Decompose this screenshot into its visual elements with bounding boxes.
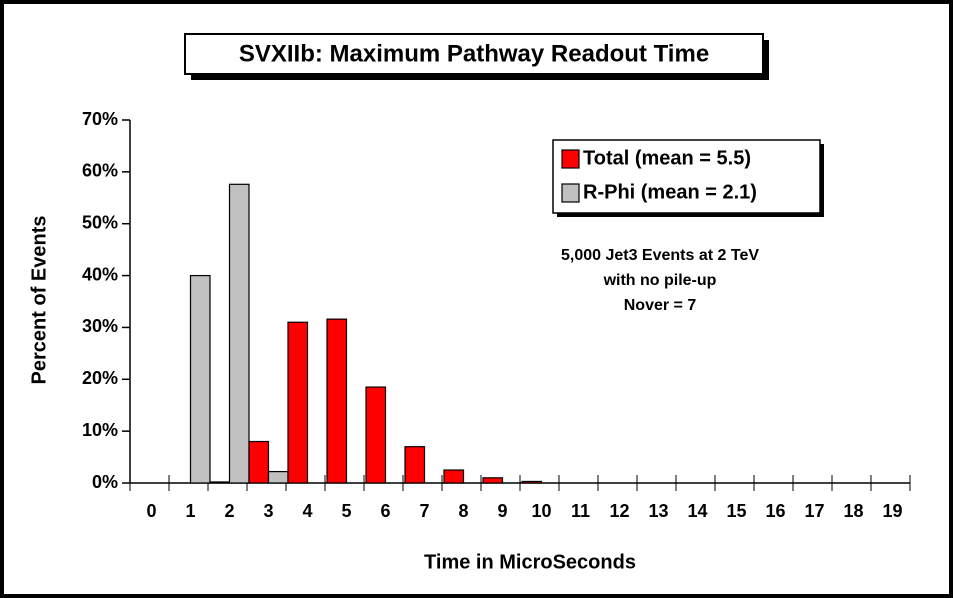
x-tick-label: 19 bbox=[882, 501, 902, 521]
bar bbox=[228, 183, 250, 484]
y-tick-label: 70% bbox=[82, 109, 118, 129]
x-tick-label: 7 bbox=[419, 501, 429, 521]
y-tick-label: 0% bbox=[92, 472, 118, 492]
bar bbox=[482, 477, 504, 484]
x-tick-label: 13 bbox=[648, 501, 668, 521]
bar bbox=[209, 481, 231, 484]
y-tick-label: 40% bbox=[82, 264, 118, 284]
x-tick-label: 1 bbox=[185, 501, 195, 521]
x-axis-label: Time in MicroSeconds bbox=[424, 551, 636, 573]
bar bbox=[443, 469, 465, 484]
bar bbox=[267, 470, 289, 484]
x-tick-label: 14 bbox=[687, 501, 707, 521]
x-tick-label: 6 bbox=[380, 501, 390, 521]
x-tick-label: 18 bbox=[843, 501, 863, 521]
y-tick-label: 60% bbox=[82, 161, 118, 181]
y-tick-label: 50% bbox=[82, 212, 118, 232]
x-tick-label: 10 bbox=[531, 501, 551, 521]
bar bbox=[287, 321, 309, 484]
y-axis-label: Percent of Events bbox=[28, 216, 50, 385]
title-box bbox=[184, 33, 764, 75]
annotation: Nover = 7 bbox=[624, 297, 697, 314]
annotation: with no pile-up bbox=[603, 272, 717, 289]
bar bbox=[404, 446, 426, 484]
x-tick-label: 9 bbox=[497, 501, 507, 521]
x-tick-label: 5 bbox=[341, 501, 351, 521]
y-tick-label: 30% bbox=[82, 316, 118, 336]
x-tick-label: 4 bbox=[302, 501, 312, 521]
legend-box bbox=[552, 139, 821, 214]
legend-swatch bbox=[561, 149, 580, 169]
bar bbox=[521, 480, 543, 484]
x-tick-label: 12 bbox=[609, 501, 629, 521]
bar bbox=[365, 386, 387, 484]
y-tick-label: 20% bbox=[82, 368, 118, 388]
bar bbox=[189, 274, 211, 484]
x-tick-label: 8 bbox=[458, 501, 468, 521]
x-tick-label: 16 bbox=[765, 501, 785, 521]
bar bbox=[326, 318, 348, 484]
bar bbox=[248, 440, 270, 484]
y-tick-label: 10% bbox=[82, 420, 118, 440]
x-tick-label: 0 bbox=[146, 501, 156, 521]
legend-swatch bbox=[561, 183, 580, 203]
chart-title: SVXIIb: Maximum Pathway Readout Time bbox=[239, 40, 709, 67]
x-tick-label: 2 bbox=[224, 501, 234, 521]
x-tick-label: 11 bbox=[571, 501, 590, 521]
annotation: 5,000 Jet3 Events at 2 TeV bbox=[561, 247, 759, 264]
legend-label: R-Phi (mean = 2.1) bbox=[583, 181, 757, 203]
x-tick-label: 15 bbox=[726, 501, 746, 521]
legend-label: Total (mean = 5.5) bbox=[583, 147, 751, 169]
x-tick-label: 17 bbox=[804, 501, 824, 521]
x-tick-label: 3 bbox=[263, 501, 273, 521]
